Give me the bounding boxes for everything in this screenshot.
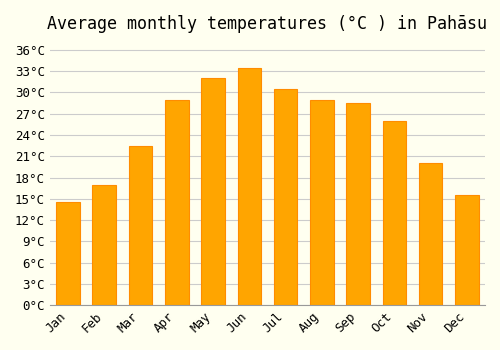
Bar — [202, 78, 225, 305]
Bar — [56, 202, 80, 305]
Bar — [346, 103, 370, 305]
Bar — [310, 99, 334, 305]
Bar — [419, 163, 442, 305]
Bar — [128, 146, 152, 305]
Bar — [238, 68, 261, 305]
Bar — [92, 184, 116, 305]
Bar — [274, 89, 297, 305]
Bar — [382, 121, 406, 305]
Bar — [165, 99, 188, 305]
Bar — [455, 195, 478, 305]
Title: Average monthly temperatures (°C ) in Pahāsu: Average monthly temperatures (°C ) in Pa… — [48, 15, 488, 33]
